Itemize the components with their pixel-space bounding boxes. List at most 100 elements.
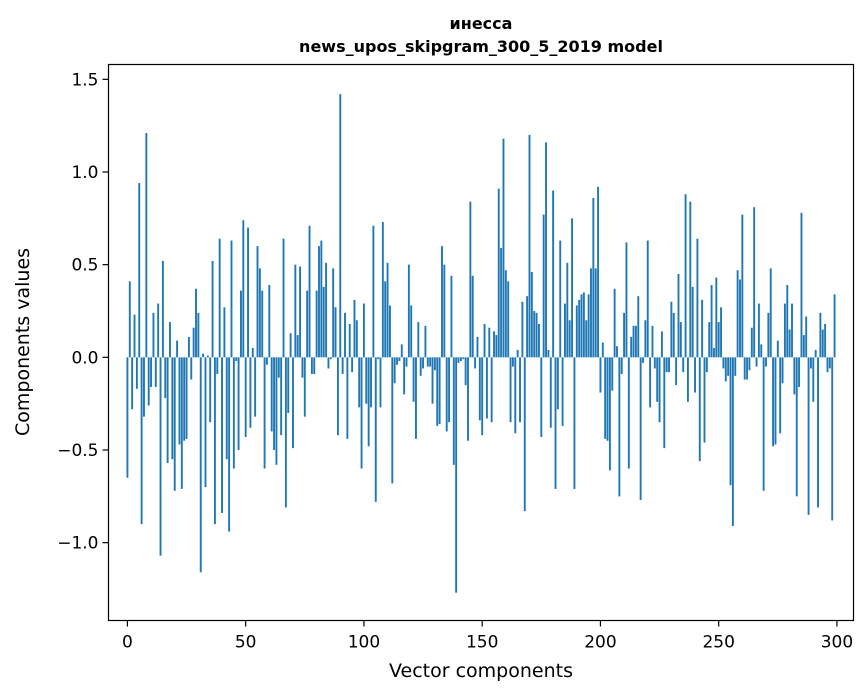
bar-component-179 (549, 357, 552, 428)
bar-component-50 (244, 357, 247, 438)
bar-component-67 (284, 357, 287, 508)
bar-component-277 (781, 357, 784, 384)
bar-component-91 (341, 357, 344, 375)
bar-component-37 (213, 357, 216, 525)
bar-component-84 (325, 262, 328, 358)
bar-component-48 (239, 290, 242, 358)
bar-component-54 (254, 357, 257, 417)
bar-component-62 (273, 357, 276, 450)
bar-component-232 (675, 357, 678, 386)
bar-component-278 (783, 303, 786, 358)
bar-component-32 (202, 353, 205, 358)
bar-component-135 (445, 357, 448, 432)
bar-component-134 (443, 264, 446, 358)
bar-component-52 (249, 357, 252, 428)
bar-component-237 (686, 357, 689, 402)
x-tick-label: 200 (584, 633, 616, 653)
bar-component-101 (365, 357, 368, 404)
bar-component-163 (511, 357, 514, 367)
bar-component-219 (644, 320, 647, 358)
bar-component-248 (713, 348, 715, 358)
bar-component-194 (585, 320, 588, 358)
bar-component-191 (578, 299, 581, 358)
y-axis-label: Components values (12, 248, 34, 436)
bar-component-236 (684, 194, 687, 358)
bar-component-35 (209, 357, 212, 423)
bar-component-299 (833, 294, 836, 358)
bar-component-47 (237, 357, 240, 450)
chart-subtitle: news_upos_skipgram_300_5_2019 model (299, 37, 663, 56)
bar-component-78 (310, 357, 313, 375)
bar-component-215 (634, 325, 637, 358)
bar-component-104 (372, 225, 375, 358)
bar-component-56 (258, 268, 261, 358)
bar-component-157 (497, 188, 500, 358)
bar-component-282 (793, 357, 796, 395)
bar-component-184 (561, 357, 564, 426)
bar-component-123 (417, 322, 420, 358)
bar-component-141 (459, 357, 462, 362)
bar-component-90 (339, 94, 342, 358)
bar-component-228 (665, 357, 668, 373)
bar-component-49 (242, 220, 245, 358)
x-tick-label: 50 (235, 633, 257, 653)
bar-component-36 (211, 260, 214, 358)
bar-component-127 (426, 357, 429, 367)
bar-component-23 (180, 357, 183, 489)
bar-component-159 (502, 138, 505, 358)
bar-component-29 (195, 288, 197, 358)
bar-component-180 (552, 190, 555, 358)
bar-component-149 (478, 357, 481, 421)
bar-component-275 (776, 340, 779, 358)
bar-component-295 (824, 323, 827, 358)
x-tick-label: 300 (821, 633, 853, 653)
x-tick-label: 0 (122, 633, 133, 653)
bar-component-285 (800, 212, 803, 358)
bar-component-222 (651, 325, 654, 358)
bar-component-276 (779, 357, 782, 434)
bar-component-145 (469, 201, 472, 358)
bar-component-294 (821, 329, 824, 358)
bar-component-176 (542, 214, 545, 358)
bar-component-42 (225, 357, 228, 460)
bar-component-119 (407, 264, 410, 358)
bar-component-188 (571, 218, 574, 358)
bar-component-206 (613, 288, 616, 358)
bar-component-17 (166, 357, 169, 463)
bar-component-96 (353, 299, 356, 358)
bar-component-252 (722, 357, 725, 369)
bar-component-10 (150, 357, 153, 387)
bar-component-271 (767, 312, 770, 358)
bar-component-38 (216, 357, 219, 375)
bar-component-187 (568, 320, 571, 358)
bar-component-258 (736, 270, 739, 358)
bar-component-287 (805, 316, 808, 358)
y-tick-label: 1.5 (71, 70, 98, 90)
bar-component-12 (154, 357, 157, 387)
bar-component-209 (620, 357, 623, 375)
bar-component-97 (355, 320, 358, 358)
bar-component-93 (346, 357, 349, 439)
bar-component-289 (809, 357, 812, 369)
bar-component-193 (582, 292, 585, 358)
bar-component-106 (377, 357, 380, 360)
bar-component-204 (608, 357, 611, 471)
bar-component-121 (412, 357, 415, 402)
bar-component-227 (663, 357, 666, 449)
bar-component-205 (611, 357, 614, 391)
bar-component-122 (415, 357, 417, 439)
bar-component-114 (396, 357, 398, 365)
bar-component-76 (306, 290, 309, 358)
bar-component-259 (739, 279, 741, 358)
bar-component-265 (753, 207, 756, 358)
bar-component-24 (183, 357, 186, 441)
bar-component-253 (724, 357, 727, 382)
bar-component-105 (374, 357, 377, 502)
bar-component-150 (481, 357, 484, 436)
bar-component-55 (256, 246, 259, 358)
bar-component-172 (533, 310, 536, 358)
bar-component-100 (362, 303, 365, 358)
bar-component-224 (656, 357, 659, 402)
bar-component-283 (795, 357, 798, 497)
